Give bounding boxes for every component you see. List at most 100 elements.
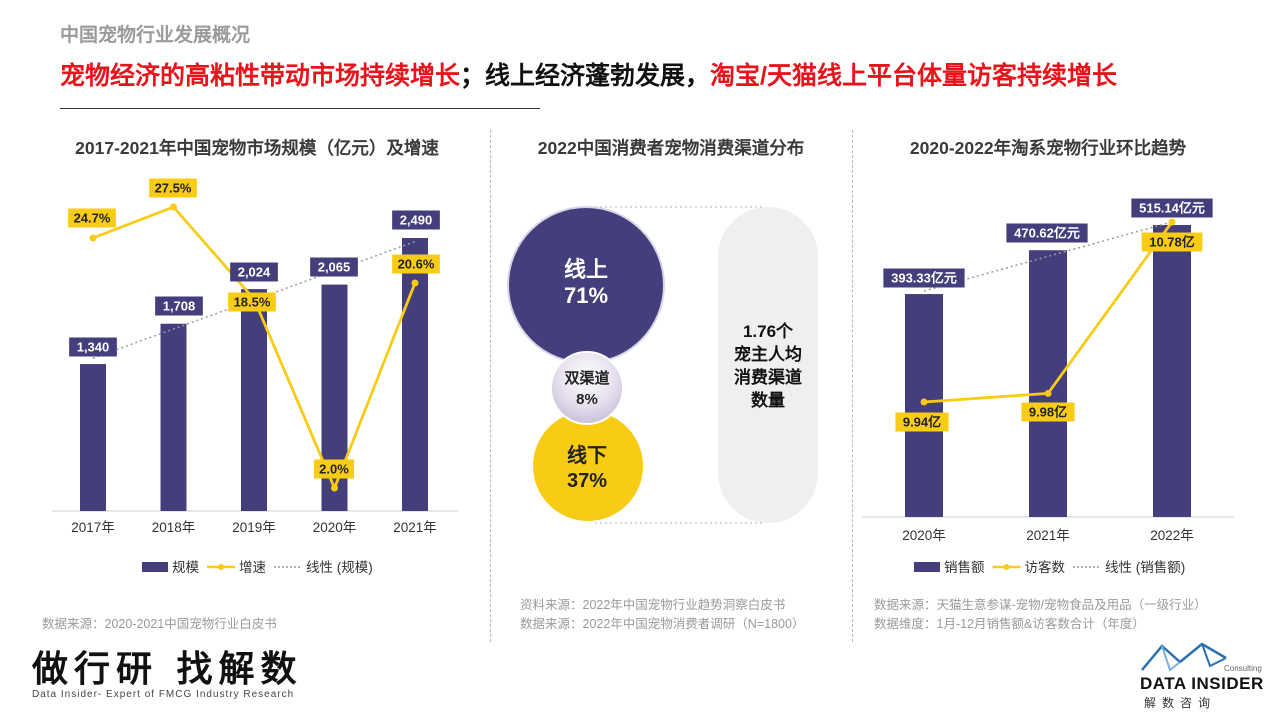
visitor-label-2: 10.78亿: [1149, 235, 1195, 250]
market-size-chart: 2017年 2018年 2019年 2020年 2021年 1,340 1,708 2,024…: [52, 178, 458, 575]
visitor-label-0-bg: [895, 412, 949, 432]
bar-label-4-bg: [392, 210, 440, 230]
callout-line-3: 消费渠道: [734, 367, 802, 387]
legend-label-0: 销售额: [944, 560, 985, 575]
bar-label-1-bg: [1006, 223, 1088, 243]
section-label: 中国宠物行业发展概况: [60, 25, 251, 46]
x-tick-1: 2018年: [152, 520, 196, 535]
growth-point-3: [331, 484, 338, 492]
channel-distribution-chart: 线上 71% 双渠道 8% 线下 37% 1.76个 宠主人均 消费渠道 数量: [507, 206, 818, 524]
headline-part-3: 淘宝/天猫线上平台体量访客持续增长: [710, 62, 1117, 90]
headline: 宠物经济的高粘性带动市场持续增长；线上经济蓬勃发展，淘宝/天猫线上平台体量访客持…: [60, 56, 1117, 92]
headline-part-2: ；线上经济蓬勃发展，: [460, 62, 711, 90]
headline-part-1: 宠物经济的高粘性带动市场持续增长: [60, 62, 461, 90]
dual-name: 双渠道: [564, 369, 609, 387]
bar-1: [1029, 250, 1067, 518]
growth-label-0: 24.7%: [74, 211, 111, 226]
growth-label-1: 27.5%: [155, 181, 192, 196]
title-rule: [60, 108, 540, 109]
callout-capsule: [718, 207, 818, 523]
offline-value: 37%: [567, 470, 607, 492]
dual-channel-bubble: [550, 351, 624, 425]
panel-divider-left: [490, 130, 491, 642]
bar-label-2: 2,024: [238, 265, 271, 280]
callout-line-4: 数量: [751, 390, 785, 410]
chart3-source-line-2: 数据维度：1月-12月销售额&访客数合计（年度）: [874, 617, 1145, 631]
bar-1: [160, 323, 187, 511]
visitor-point-0: [920, 398, 928, 406]
bar-label-1: 1,708: [163, 299, 196, 314]
growth-label-3-bg: [313, 459, 355, 479]
growth-label-3: 2.0%: [319, 462, 349, 477]
legend-label-1: 访客数: [1025, 559, 1066, 575]
logo-name: DATA INSIDER: [1140, 674, 1264, 693]
growth-point-4: [411, 279, 419, 287]
visitor-label-0: 9.94亿: [903, 415, 941, 430]
slogan: 做行研 找解数: [32, 648, 303, 690]
online-value: 71%: [564, 283, 608, 308]
bar-label-4: 2,490: [400, 213, 433, 228]
visitor-point-2: [1168, 218, 1176, 226]
bar-label-0-bg: [69, 337, 117, 357]
bar-0: [80, 364, 106, 511]
legend-label-2: 线性 (规模): [306, 560, 373, 575]
x-tick-2: 2019年: [232, 520, 276, 535]
bar-label-0: 393.33亿元: [891, 271, 957, 286]
x-tick-2: 2022年: [1150, 528, 1194, 543]
dual-value: 8%: [576, 391, 598, 408]
legend-marker-1: [1003, 564, 1010, 570]
visitor-point-1: [1044, 389, 1052, 397]
bar-2: [1153, 225, 1191, 517]
bar-label-2-bg: [230, 262, 278, 282]
online-name: 线上: [564, 257, 608, 282]
growth-label-1-bg: [149, 178, 197, 198]
bar-label-0-bg: [883, 268, 965, 288]
chart2-title: 2022中国消费者宠物消费渠道分布: [537, 138, 805, 158]
bar-label-1: 470.62亿元: [1014, 226, 1080, 241]
slogan-subtitle: Data Insider- Expert of FMCG Industry Re…: [32, 689, 295, 700]
callout-line-2: 宠主人均: [734, 344, 802, 364]
bar-0: [905, 294, 943, 517]
x-tick-3: 2020年: [313, 520, 357, 535]
visitor-label-2-bg: [1141, 232, 1203, 252]
panel-divider-right: [852, 130, 853, 642]
bar-label-2-bg: [1131, 198, 1213, 218]
growth-point-0: [89, 234, 97, 242]
x-tick-0: 2020年: [902, 528, 946, 543]
bar-label-2: 515.14亿元: [1139, 201, 1205, 216]
offline-name: 线下: [567, 443, 607, 467]
taobao-trend-chart: 2020年 2021年 2022年 393.33亿元 470.62亿元 515.14亿元 9…: [862, 198, 1234, 575]
growth-label-4-bg: [392, 254, 440, 274]
growth-label-4: 20.6%: [398, 257, 435, 272]
legend-marker-1: [218, 564, 224, 570]
legend-swatch-0: [142, 562, 168, 572]
data-insider-logo-icon: [1141, 642, 1227, 672]
chart3-title: 2020-2022年淘系宠物行业环比趋势: [909, 138, 1187, 158]
x-tick-1: 2021年: [1026, 528, 1070, 543]
x-tick-4: 2021年: [393, 520, 437, 535]
chart1-title: 2017-2021年中国宠物市场规模（亿元）及增速: [75, 138, 439, 158]
growth-point-1: [170, 203, 177, 211]
legend-label-0: 规模: [172, 560, 199, 575]
chart3-source-line-1: 数据来源：天猫生意参谋-宠物/宠物食品及用品（一级行业）: [874, 598, 1207, 612]
growth-label-0-bg: [68, 208, 116, 228]
x-tick-0: 2017年: [71, 520, 115, 535]
bar-label-1-bg: [155, 296, 203, 316]
bar-label-3: 2,065: [318, 260, 351, 275]
logo-consulting: Consulting: [1224, 664, 1262, 673]
visitor-label-1-bg: [1021, 402, 1075, 422]
bar-label-0: 1,340: [77, 340, 110, 355]
legend-label-2: 线性 (销售额): [1105, 560, 1185, 575]
visitor-label-1: 9.98亿: [1029, 405, 1067, 420]
chart1-source: 数据来源：2020-2021中国宠物行业白皮书: [42, 617, 277, 631]
logo-cn: 解数咨询: [1144, 696, 1217, 710]
growth-label-2: 18.5%: [234, 295, 271, 310]
bar-2: [241, 289, 267, 511]
callout-line-1: 1.76个: [743, 321, 794, 341]
growth-label-2-bg: [228, 292, 276, 312]
bar-label-3-bg: [310, 257, 358, 277]
chart2-source-line-2: 数据来源：2022年中国宠物消费者调研（N=1800）: [520, 617, 805, 631]
legend-swatch-0: [914, 562, 940, 572]
chart2-source-line-1: 资料来源：2022年中国宠物行业趋势洞察白皮书: [520, 598, 786, 612]
legend-label-1: 增速: [239, 560, 266, 575]
